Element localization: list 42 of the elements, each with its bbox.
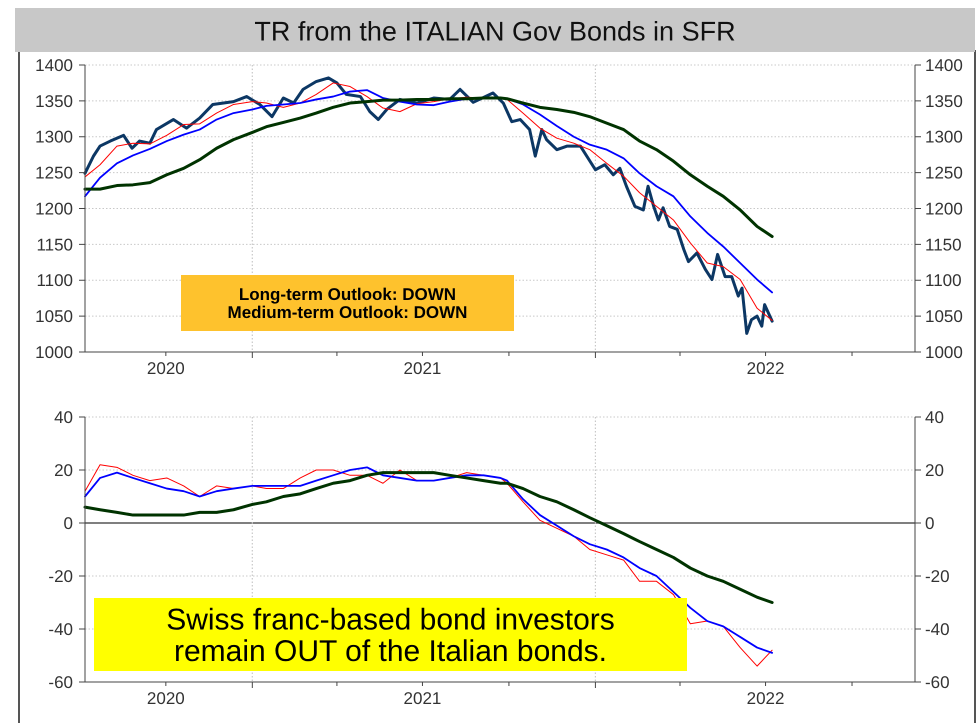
y-tick-label: 1400 — [35, 56, 73, 75]
y-tick-label: -40 — [48, 620, 73, 639]
y2-tick-label: 1050 — [925, 307, 963, 326]
y-tick-label: 40 — [54, 408, 73, 427]
y-tick-label: 1200 — [35, 199, 73, 218]
y-tick-label: 1100 — [36, 271, 73, 290]
x-tick-label: 2020 — [146, 689, 185, 708]
y-tick-label: -60 — [48, 672, 73, 692]
chart-title: TR from the ITALIAN Gov Bonds in SFR — [254, 16, 736, 46]
x-tick-label: 2020 — [146, 359, 185, 378]
y2-tick-label: 1300 — [925, 128, 963, 147]
line-series — [84, 96, 774, 238]
annotation: Swiss franc-based bond investors remain OUT of the Italian bonds. — [166, 603, 615, 668]
annotation: Medium-term Outlook: DOWN — [228, 302, 468, 322]
y2-tick-label: -20 — [925, 566, 950, 586]
y-tick-label: 1350 — [35, 92, 73, 111]
x-tick-label: 2021 — [404, 359, 442, 378]
y2-tick-label: 1100 — [925, 271, 962, 290]
x-tick-label: 2022 — [746, 689, 784, 708]
y2-tick-label: 1250 — [925, 164, 963, 183]
line-series — [84, 471, 774, 604]
y-tick-label: 1050 — [35, 307, 73, 326]
annotation: Long-term Outlook: DOWN — [238, 285, 456, 304]
y-tick-label: 20 — [54, 460, 73, 480]
y2-tick-label: 1150 — [925, 235, 962, 254]
x-tick-label: 2022 — [746, 359, 784, 378]
y-tick-label: 1150 — [36, 235, 73, 254]
y2-tick-label: -40 — [925, 620, 950, 639]
y2-tick-label: 1350 — [925, 92, 963, 111]
y-tick-label: 1250 — [35, 164, 73, 183]
y2-tick-label: 40 — [925, 408, 944, 427]
y2-tick-label: -60 — [925, 672, 950, 692]
y2-tick-label: 1200 — [925, 199, 963, 218]
y2-tick-label: 1000 — [925, 342, 963, 362]
y-tick-label: 1000 — [35, 342, 73, 362]
y-tick-label: 1300 — [35, 128, 73, 147]
y2-tick-label: 20 — [925, 460, 944, 480]
x-tick-label: 2021 — [404, 689, 442, 708]
y2-tick-label: 1400 — [925, 56, 963, 75]
y2-tick-label: 0 — [925, 514, 934, 533]
y-tick-label: -20 — [48, 566, 73, 586]
y-tick-label: 0 — [64, 514, 73, 533]
